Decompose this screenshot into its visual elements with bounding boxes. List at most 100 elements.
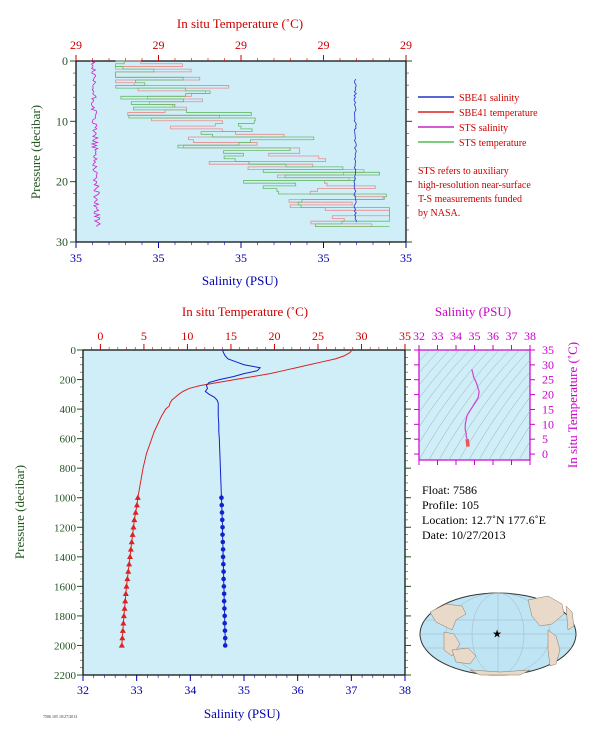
ts-density-contour: [448, 350, 530, 460]
top-sal-tick-label: 35: [153, 251, 165, 265]
ts-sal-tick-label: 37: [506, 329, 518, 343]
salinity-point: [220, 524, 225, 530]
temperature-point: [125, 568, 132, 574]
top-profile-panel: In situ Temperature (˚C) Salinity (PSU) …: [28, 16, 412, 288]
temperature-point: [129, 531, 136, 537]
ts-density-contours: [419, 350, 530, 460]
top-sal-tick-label: 35: [235, 251, 247, 265]
ts-density-contour: [488, 396, 530, 460]
ts-density-contour: [419, 350, 440, 374]
sbe41-temperature-trace: [115, 60, 390, 228]
ts-salinity-axis-label: Salinity (PSU): [435, 304, 511, 319]
ts-density-contour: [419, 350, 480, 428]
float-id: Float: 7586: [422, 483, 477, 497]
ts-temp-tick-label: 15: [542, 402, 554, 416]
main-pressure-axis-label: Pressure (decibar): [12, 465, 27, 559]
temperature-point: [126, 553, 133, 560]
salinity-profile-line: [204, 349, 262, 498]
ts-temp-tick-label: 35: [542, 343, 554, 357]
legend: SBE41 salinity SBE41 temperature STS sal…: [418, 93, 538, 219]
main-pressure-tick-label: 800: [60, 463, 77, 475]
temperature-point: [124, 575, 131, 582]
ts-temp-tick-label: 30: [542, 358, 554, 372]
salinity-point: [221, 591, 227, 597]
sts-salinity-trace: [90, 60, 101, 227]
temperature-point: [119, 634, 126, 641]
salinity-point: [221, 576, 226, 582]
ts-density-contour: [508, 425, 530, 460]
main-temp-tick-label: 10: [181, 329, 193, 343]
ts-temp-tick-label: 10: [542, 417, 554, 431]
ts-diagram-panel: Salinity (PSU) In situ Temperature (˚C) …: [413, 304, 580, 468]
main-pressure-tick-label: 1800: [54, 611, 77, 623]
top-panel-temperature-axis-label: In situ Temperature (˚C): [177, 16, 303, 31]
float-info-block: Float: 7586 Profile: 105 Location: 12.7˚…: [422, 483, 546, 542]
ts-density-contour: [419, 350, 430, 362]
main-sal-tick-label: 38: [399, 683, 411, 697]
top-pressure-tick-label: 20: [56, 175, 68, 189]
top-plot-area: [75, 60, 407, 243]
salinity-point: [222, 620, 227, 626]
main-sal-tick-label: 36: [292, 683, 304, 697]
temperature-point: [119, 627, 126, 633]
ts-sal-tick-label: 35: [469, 329, 481, 343]
top-temp-tick-label: 29: [153, 38, 165, 52]
main-pressure-tick-label: 1000: [54, 493, 77, 505]
top-temp-tick-label: 29: [400, 38, 412, 52]
sts-note-line-1: STS refers to auxiliary: [418, 166, 509, 177]
sts-note-line-4: by NASA.: [418, 208, 460, 219]
ts-density-contour: [498, 410, 530, 460]
top-panel-pressure-axis-label: Pressure (decibar): [28, 105, 43, 199]
top-pressure-tick-label: 10: [56, 114, 68, 128]
top-temp-tick-label: 29: [318, 38, 330, 52]
top-temp-tick-label: 29: [70, 38, 82, 52]
main-sal-tick-label: 37: [345, 683, 357, 697]
main-pressure-tick-label: 1400: [54, 552, 77, 564]
map-land: [429, 595, 575, 676]
salinity-point: [219, 502, 225, 508]
temperature-point: [121, 605, 128, 611]
main-pressure-tick-label: 600: [60, 434, 77, 446]
salinity-point: [222, 643, 228, 648]
ts-temp-tick-label: 5: [542, 432, 548, 446]
ts-temp-tick-label: 25: [542, 373, 554, 387]
main-pressure-tick-label: 1600: [54, 581, 77, 593]
salinity-point: [220, 547, 226, 552]
ts-density-contour: [478, 383, 530, 460]
temperature-point: [132, 509, 139, 515]
ts-density-contour: [419, 350, 470, 413]
ts-density-contour: [438, 350, 520, 460]
main-sal-tick-label: 35: [238, 683, 250, 697]
temperature-profile-line: [137, 350, 352, 498]
legend-label-sbe41-temperature: SBE41 temperature: [459, 108, 538, 119]
temperature-point: [122, 590, 129, 596]
temperature-point: [122, 597, 129, 604]
ts-density-contour: [419, 350, 500, 460]
main-sal-tick-label: 33: [131, 683, 143, 697]
ts-density-contour: [419, 350, 460, 399]
main-temp-tick-label: 0: [97, 329, 103, 343]
top-panel-salinity-axis-label: Salinity (PSU): [202, 273, 278, 288]
main-temp-tick-label: 15: [225, 329, 237, 343]
temperature-point: [120, 620, 127, 626]
ts-sal-tick-label: 33: [432, 329, 444, 343]
top-sal-tick-label: 35: [70, 251, 82, 265]
main-temperature-axis-label: In situ Temperature (˚C): [182, 304, 308, 319]
sts-note-line-2: high-resolution near-surface: [418, 180, 531, 191]
ts-density-contour: [419, 350, 450, 386]
sbe41-salinity-trace: [353, 78, 357, 223]
main-sal-tick-label: 32: [77, 683, 89, 697]
float-location-marker: ★: [492, 629, 502, 641]
top-panel-ticks: 29 29 29 29 29 35 35 35 35 35 0 10 20 30: [56, 38, 412, 265]
main-pressure-tick-label: 200: [60, 375, 77, 387]
temperature-point: [130, 524, 137, 530]
ts-density-contour: [468, 371, 530, 460]
sts-temperature-trace: [115, 60, 390, 228]
salinity-point: [221, 584, 227, 589]
ts-panel-series: [419, 350, 530, 460]
main-temp-tick-label: 5: [141, 329, 147, 343]
ts-sal-tick-label: 36: [487, 329, 499, 343]
salinity-point: [222, 635, 228, 641]
temperature-point: [133, 501, 140, 508]
